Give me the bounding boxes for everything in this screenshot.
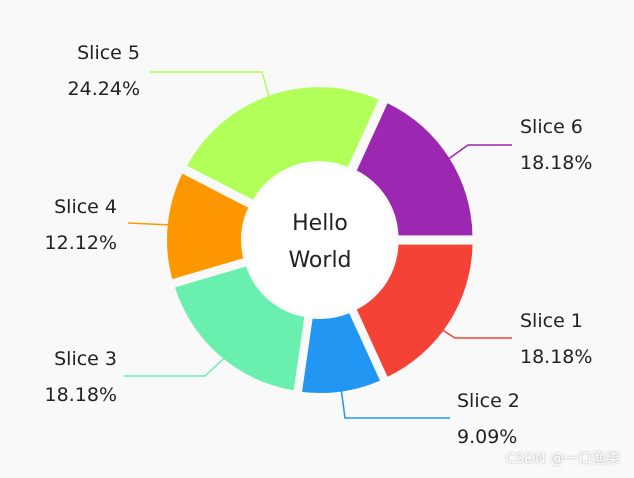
slice-2[interactable] <box>302 313 380 393</box>
slice-label-3: Slice 3 <box>54 348 117 370</box>
slice-percent-6: 18.18% <box>520 152 592 174</box>
watermark: CSDN @一口渔柒 <box>505 451 620 467</box>
leader-line-1 <box>429 321 512 339</box>
slice-4[interactable] <box>167 173 249 280</box>
slice-3[interactable] <box>174 266 305 391</box>
leader-line-3 <box>124 347 236 377</box>
slice-percent-3: 18.18% <box>45 384 117 406</box>
center-text-line-2: World <box>288 248 351 273</box>
leader-line-4 <box>127 222 173 226</box>
slice-5[interactable] <box>187 87 379 200</box>
slice-label-2: Slice 2 <box>457 390 520 412</box>
slice-6[interactable] <box>356 103 473 236</box>
leader-line-5 <box>150 71 271 101</box>
slices-group <box>167 87 473 393</box>
slice-label-4: Slice 4 <box>54 196 117 218</box>
leader-line-6 <box>446 144 512 161</box>
slice-percent-2: 9.09% <box>457 426 517 448</box>
slice-percent-4: 12.12% <box>45 232 117 254</box>
slice-label-1: Slice 1 <box>520 310 583 332</box>
slice-percent-1: 18.18% <box>520 346 592 368</box>
slice-label-5: Slice 5 <box>77 42 140 64</box>
slice-percent-5: 24.24% <box>68 78 140 100</box>
slice-1[interactable] <box>356 244 473 377</box>
donut-hole <box>244 164 396 316</box>
leader-line-2 <box>339 379 450 419</box>
slice-label-6: Slice 6 <box>520 116 583 138</box>
leader-lines-group <box>124 71 512 419</box>
labels-group: Slice 118.18%Slice 29.09%Slice 318.18%Sl… <box>45 42 593 448</box>
center-text-line-1: Hello <box>292 211 348 236</box>
